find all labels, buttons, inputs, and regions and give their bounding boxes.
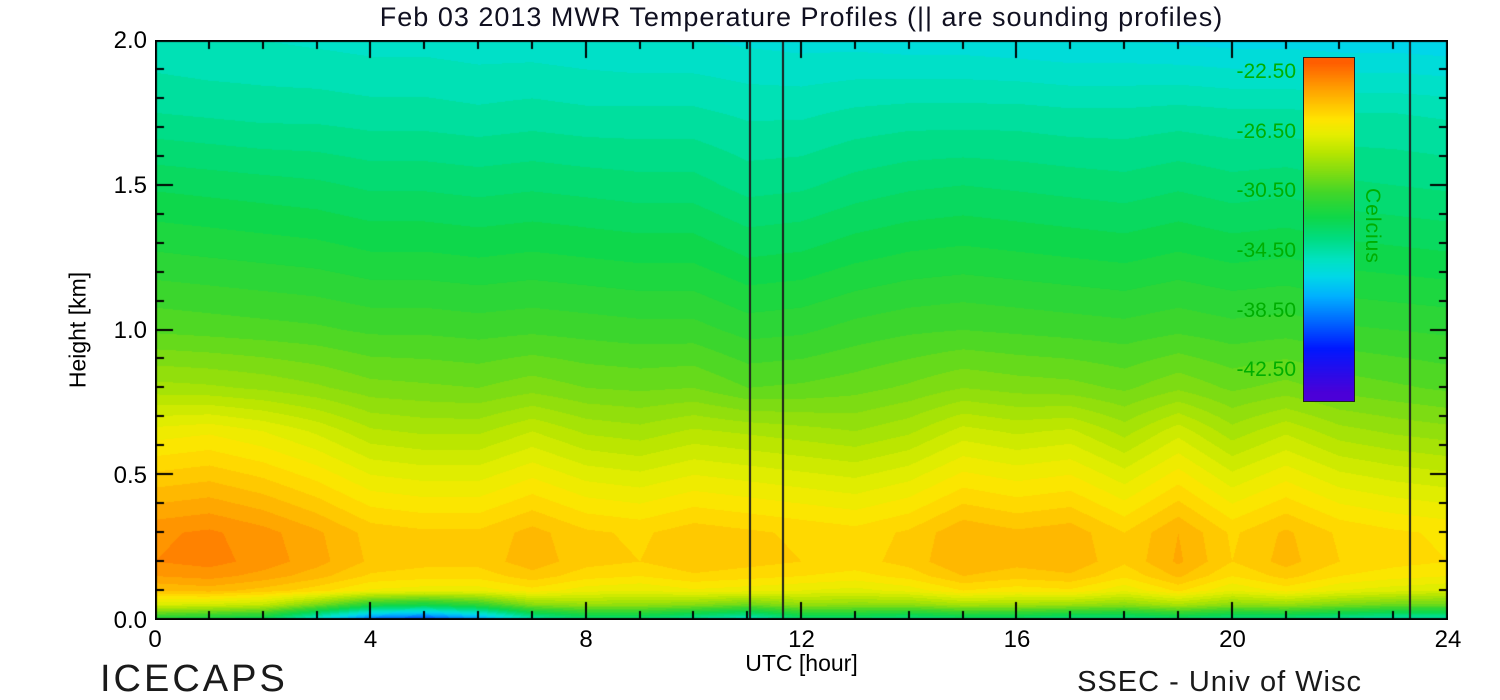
colorbar <box>1303 57 1355 402</box>
colorbar-tick-label: -38.50 <box>1236 298 1296 322</box>
y-tick-label: 1.5 <box>113 172 147 199</box>
x-tick-label: 0 <box>148 626 162 653</box>
y-tick-label: 0.0 <box>113 607 147 634</box>
y-tick-label: 2.0 <box>113 27 147 54</box>
colorbar-tick-label: -30.50 <box>1236 179 1296 203</box>
x-tick-label: 8 <box>579 626 593 653</box>
x-tick-label: 24 <box>1434 626 1462 653</box>
footer-left-text: ICECAPS <box>100 658 288 700</box>
x-tick-label: 4 <box>363 626 378 653</box>
colorbar-tick-label: -26.50 <box>1236 119 1296 143</box>
x-tick-label: 20 <box>1219 626 1246 653</box>
x-tick-label: 16 <box>1003 626 1031 653</box>
colorbar-tick-label: -22.50 <box>1236 59 1296 83</box>
y-axis-title: Height [km] <box>64 271 91 389</box>
y-tick-label: 0.5 <box>113 462 147 489</box>
colorbar-tick-label: -34.50 <box>1236 238 1296 262</box>
y-tick-label: 1.0 <box>113 317 147 344</box>
colorbar-unit-label: Celcius <box>1361 188 1384 264</box>
temperature-heatmap-canvas <box>155 40 1448 620</box>
x-axis-title: UTC [hour] <box>745 650 858 676</box>
x-tick-label: 12 <box>788 626 815 653</box>
colorbar-gradient-canvas <box>1304 58 1354 401</box>
chart-title: Feb 03 2013 MWR Temperature Profiles (||… <box>379 2 1224 32</box>
footer-right-text: SSEC - Univ of Wisc <box>1077 666 1362 698</box>
colorbar-tick-label: -42.50 <box>1236 358 1296 382</box>
